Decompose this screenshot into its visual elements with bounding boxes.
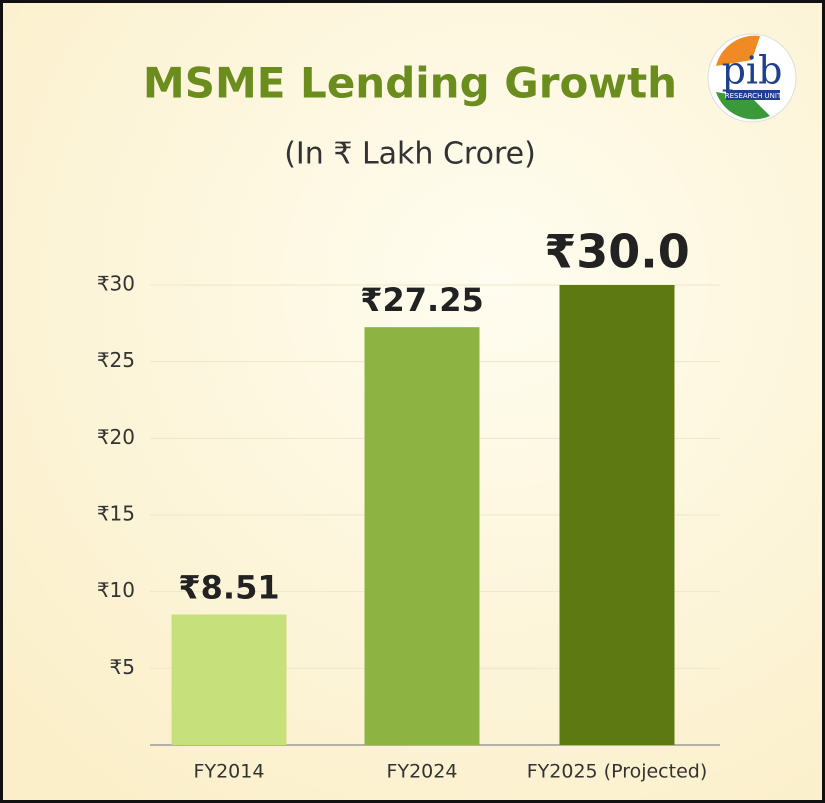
logo-saffron xyxy=(716,35,760,66)
value-label: ₹27.25 xyxy=(360,281,483,319)
value-label: ₹8.51 xyxy=(178,569,279,607)
value-label: ₹30.0 xyxy=(544,225,690,279)
x-tick-label: FY2014 xyxy=(194,761,265,783)
x-tick-label: FY2024 xyxy=(387,761,458,783)
logo-subtext: RESEARCH UNIT xyxy=(725,92,782,100)
logo-text: pib xyxy=(722,49,783,93)
y-tick-label: ₹10 xyxy=(97,578,135,602)
chart-title: MSME Lending Growth xyxy=(143,59,677,108)
bar xyxy=(559,285,675,745)
bar xyxy=(171,614,287,745)
y-tick-label: ₹20 xyxy=(97,425,135,449)
y-tick-label: ₹15 xyxy=(97,502,135,526)
x-tick-label: FY2025 (Projected) xyxy=(527,761,708,783)
y-tick-label: ₹5 xyxy=(110,655,135,679)
chart-subtitle: (In ₹ Lakh Crore) xyxy=(284,137,536,172)
y-tick-label: ₹30 xyxy=(97,272,135,296)
logo-band xyxy=(726,90,780,100)
logo: pib RESEARCH UNIT xyxy=(707,33,797,123)
y-tick-label: ₹25 xyxy=(97,348,135,372)
bar xyxy=(364,327,480,745)
